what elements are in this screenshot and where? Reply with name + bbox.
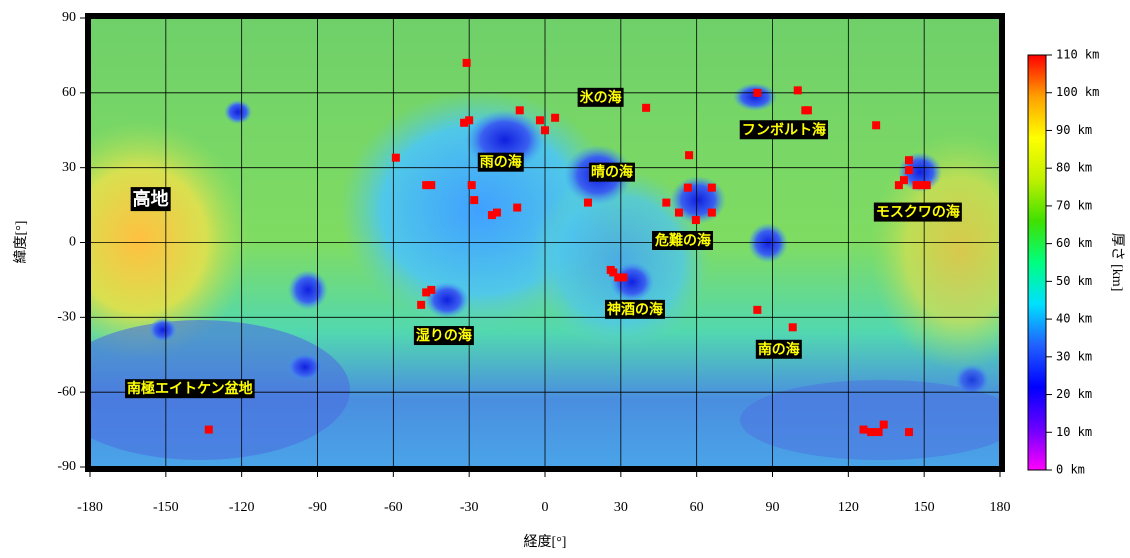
site-marker xyxy=(789,323,797,331)
site-marker xyxy=(895,181,903,189)
site-marker xyxy=(536,116,544,124)
site-marker xyxy=(684,184,692,192)
x-tick-label: -120 xyxy=(229,500,255,515)
site-marker xyxy=(417,301,425,309)
x-tick-label: 150 xyxy=(914,500,935,515)
site-marker xyxy=(516,106,524,114)
site-marker xyxy=(541,126,549,134)
x-tick-label: 60 xyxy=(690,500,704,515)
site-marker xyxy=(875,428,883,436)
site-marker xyxy=(642,104,650,112)
region-label: 南の海 xyxy=(758,341,800,358)
site-marker xyxy=(675,209,683,217)
y-tick-label: -30 xyxy=(57,310,76,325)
region-label: 危難の海 xyxy=(654,232,711,249)
region-label: 氷の海 xyxy=(580,89,622,106)
colorbar-tick-label: 30 km xyxy=(1056,349,1092,363)
region-label: 雨の海 xyxy=(480,154,522,171)
site-marker xyxy=(708,184,716,192)
site-marker xyxy=(804,106,812,114)
site-marker xyxy=(427,286,435,294)
x-axis-label: 経度[°] xyxy=(524,534,567,550)
y-tick-label: 0 xyxy=(69,235,76,250)
colorbar-tick-label: 90 km xyxy=(1056,123,1092,137)
site-marker xyxy=(493,209,501,217)
site-marker xyxy=(465,116,473,124)
x-tick-label: -60 xyxy=(384,500,403,515)
site-marker xyxy=(685,151,693,159)
region-label: 南極エイトケン盆地 xyxy=(127,380,253,397)
site-marker xyxy=(905,166,913,174)
site-marker xyxy=(867,428,875,436)
y-tick-label: 30 xyxy=(62,160,76,175)
colorbar xyxy=(1028,55,1046,470)
site-marker xyxy=(463,59,471,67)
x-tick-label: 120 xyxy=(838,500,859,515)
site-marker xyxy=(872,121,880,129)
colorbar-tick-label: 40 km xyxy=(1056,312,1092,326)
site-marker xyxy=(753,89,761,97)
site-marker xyxy=(662,199,670,207)
x-tick-label: 90 xyxy=(766,500,780,515)
colorbar-tick-label: 80 km xyxy=(1056,161,1092,175)
x-tick-label: 0 xyxy=(542,500,549,515)
x-tick-label: 180 xyxy=(990,500,1011,515)
region-label: 湿りの海 xyxy=(416,327,472,344)
colorbar-tick-label: 20 km xyxy=(1056,387,1092,401)
y-axis-label: 緯度[°] xyxy=(13,221,29,264)
site-marker xyxy=(860,426,868,434)
y-tick-label: 60 xyxy=(62,85,76,100)
y-tick-label: -90 xyxy=(57,459,76,474)
region-label: 神酒の海 xyxy=(607,301,663,318)
x-tick-label: -150 xyxy=(153,500,179,515)
site-marker xyxy=(880,421,888,429)
site-marker xyxy=(923,181,931,189)
site-marker xyxy=(468,181,476,189)
colorbar-tick-label: 70 km xyxy=(1056,198,1092,212)
colorbar-tick-label: 10 km xyxy=(1056,425,1092,439)
colorbar-label: 厚さ [km] xyxy=(1109,233,1125,292)
site-marker xyxy=(753,306,761,314)
figure: 氷の海雨の海晴の海 フンボルト海高地モスクワの海危難の海神酒の海湿りの海南の海南極… xyxy=(0,0,1130,554)
colorbar-tick-label: 0 km xyxy=(1056,463,1085,477)
site-marker xyxy=(551,114,559,122)
site-marker xyxy=(708,209,716,217)
colorbar-tick-label: 110 km xyxy=(1056,48,1099,62)
x-tick-label: -30 xyxy=(460,500,479,515)
x-tick-label: -90 xyxy=(308,500,327,515)
site-marker xyxy=(392,154,400,162)
colorbar-tick-label: 100 km xyxy=(1056,85,1099,99)
site-marker xyxy=(794,86,802,94)
site-marker xyxy=(427,181,435,189)
x-tick-label: -180 xyxy=(77,500,103,515)
region-label: モスクワの海 xyxy=(876,204,960,221)
region-label: 高地 xyxy=(133,188,169,210)
site-marker xyxy=(905,428,913,436)
site-marker xyxy=(584,199,592,207)
site-marker xyxy=(619,273,627,281)
x-tick-label: 30 xyxy=(614,500,628,515)
site-marker xyxy=(205,426,213,434)
site-marker xyxy=(905,156,913,164)
y-tick-label: 90 xyxy=(62,10,76,25)
y-tick-label: -60 xyxy=(57,384,76,399)
site-marker xyxy=(692,216,700,224)
site-marker xyxy=(470,196,478,204)
region-label: 晴の海 xyxy=(591,164,633,181)
site-marker xyxy=(513,204,521,212)
colorbar-tick-label: 60 km xyxy=(1056,236,1092,250)
region-label: フンボルト海 xyxy=(742,121,826,138)
map-image: 氷の海雨の海晴の海 フンボルト海高地モスクワの海危難の海神酒の海湿りの海南の海南極… xyxy=(30,18,1050,467)
colorbar-tick-label: 50 km xyxy=(1056,274,1092,288)
